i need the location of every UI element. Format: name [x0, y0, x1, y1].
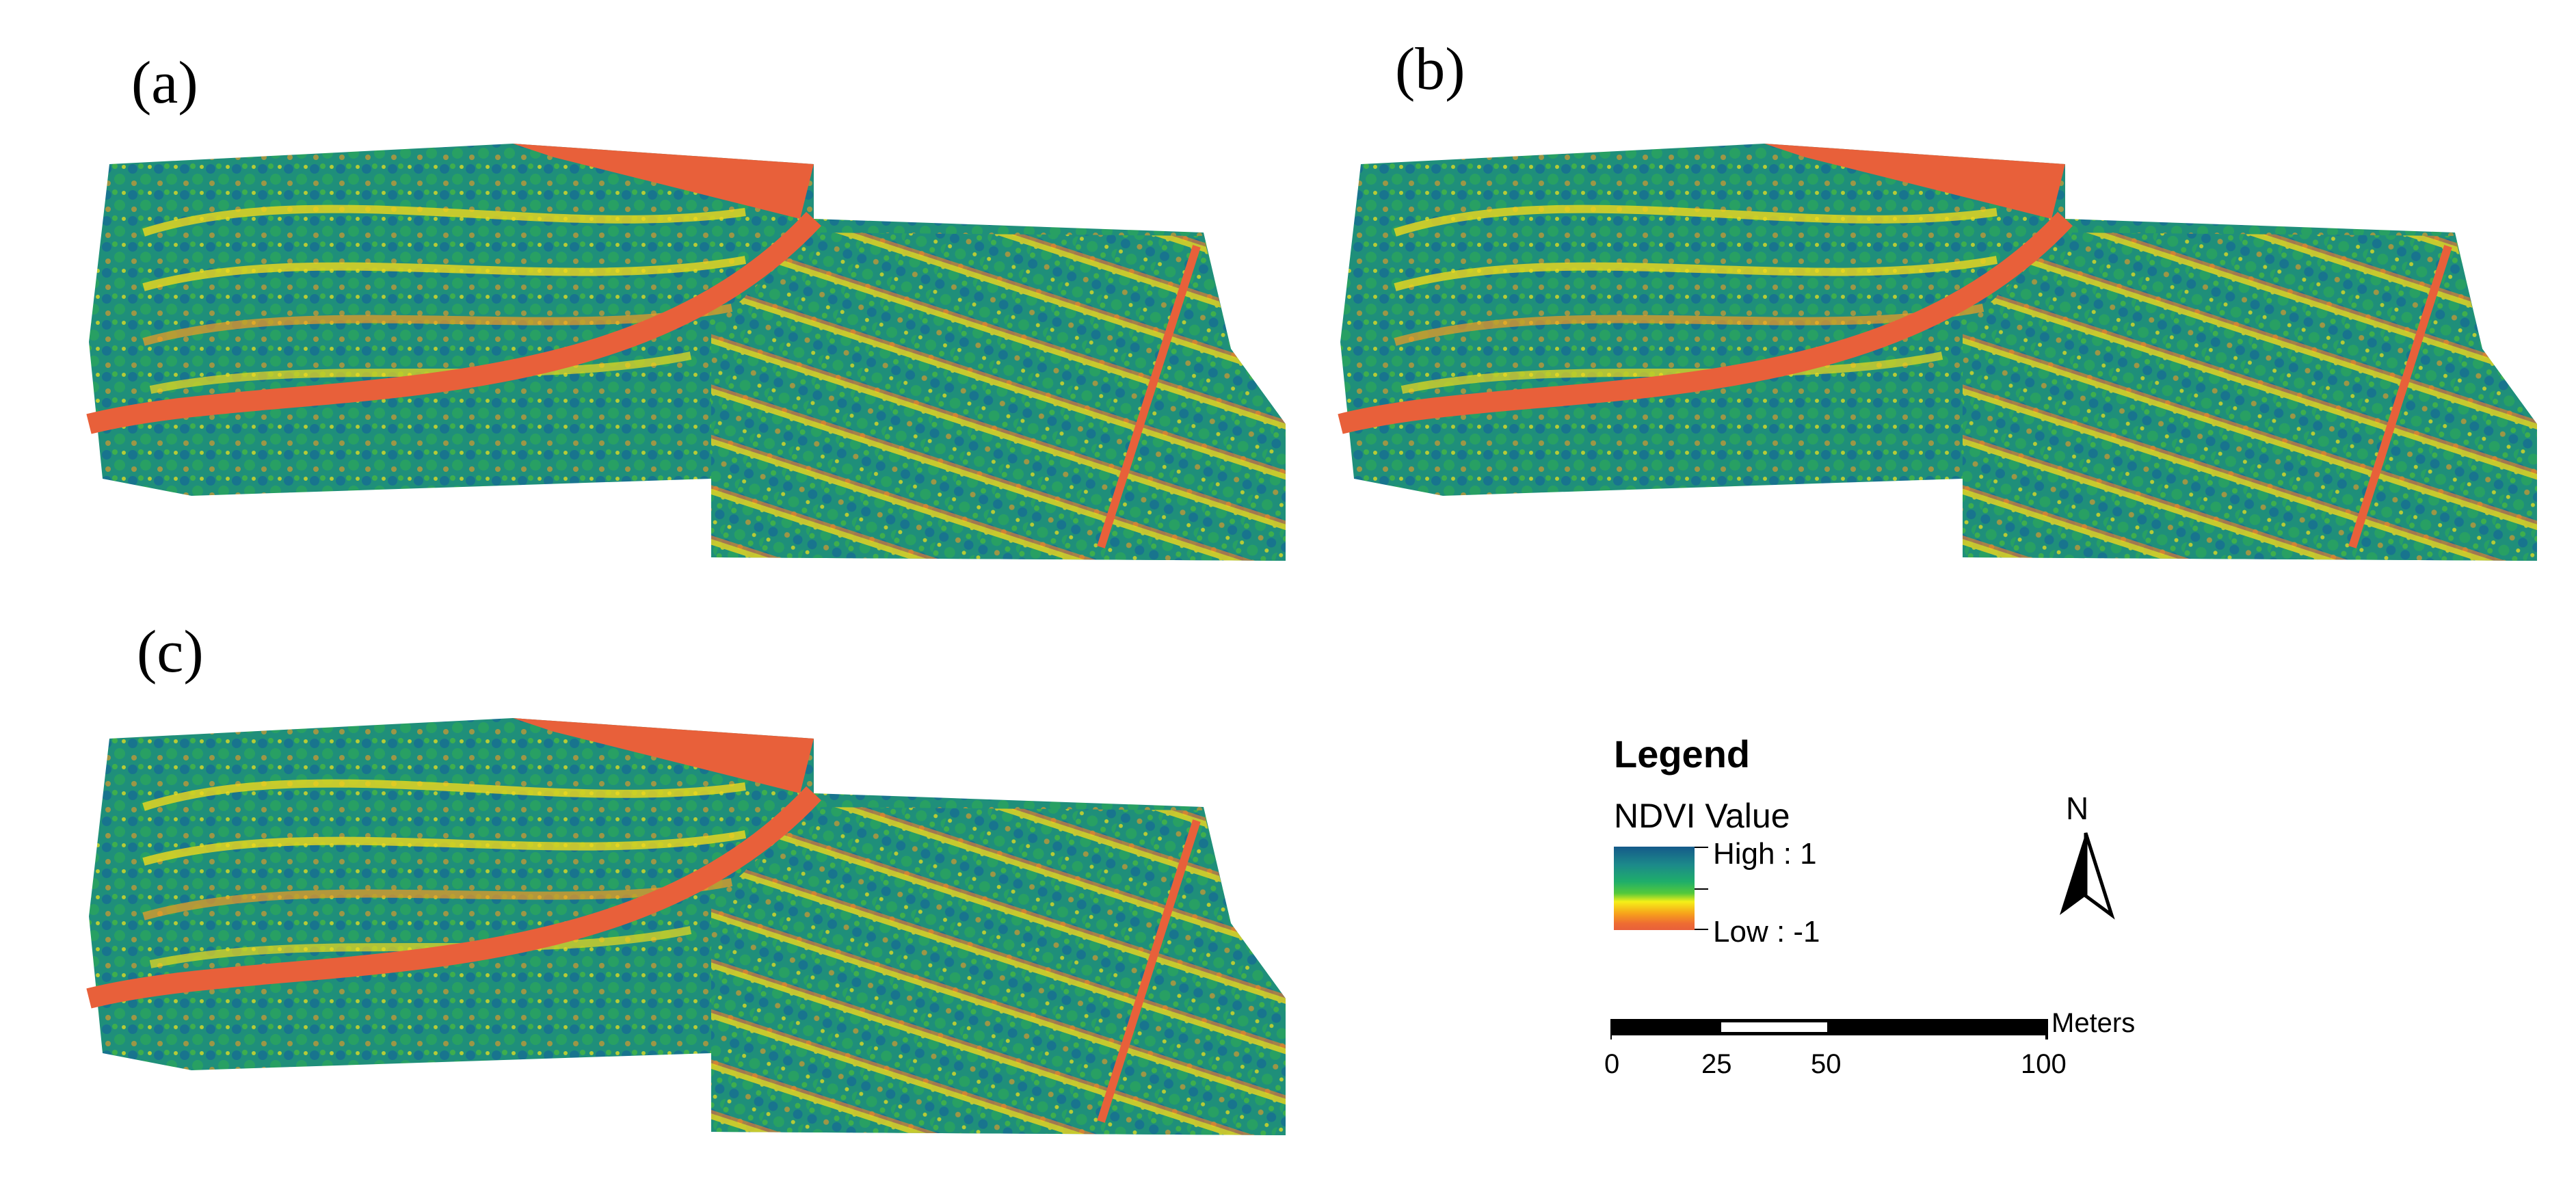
scale-units: Meters [2051, 1008, 2136, 1038]
ramp-tick-mid [1695, 888, 1708, 890]
scale-tick-25: 25 [1701, 1049, 1732, 1079]
ndvi-map-b [1338, 144, 2537, 561]
legend-low-label: Low : -1 [1713, 915, 1820, 949]
ndvi-map-a [86, 144, 1286, 561]
legend-high-label: High : 1 [1713, 837, 1817, 871]
ndvi-color-ramp [1614, 847, 1695, 930]
scale-tick-50: 50 [1811, 1049, 1842, 1079]
north-arrow-icon [2060, 832, 2115, 920]
panel-label-c: (c) [137, 619, 204, 685]
ramp-tick-high [1695, 847, 1708, 848]
panel-label-a: (a) [131, 50, 198, 116]
legend-title: Legend [1614, 732, 1751, 776]
map-legend: Legend NDVI Value High : 1 Low : -1 [1614, 732, 2298, 1101]
ramp-tick-low [1695, 929, 1708, 930]
north-letter: N [2066, 791, 2089, 826]
scale-tick-0: 0 [1604, 1049, 1620, 1079]
panel-label-b: (b) [1395, 36, 1465, 103]
ndvi-map-c [86, 718, 1286, 1135]
scale-bar [1610, 1019, 2048, 1039]
scale-tick-100: 100 [2021, 1049, 2067, 1079]
legend-subtitle: NDVI Value [1614, 797, 1790, 835]
